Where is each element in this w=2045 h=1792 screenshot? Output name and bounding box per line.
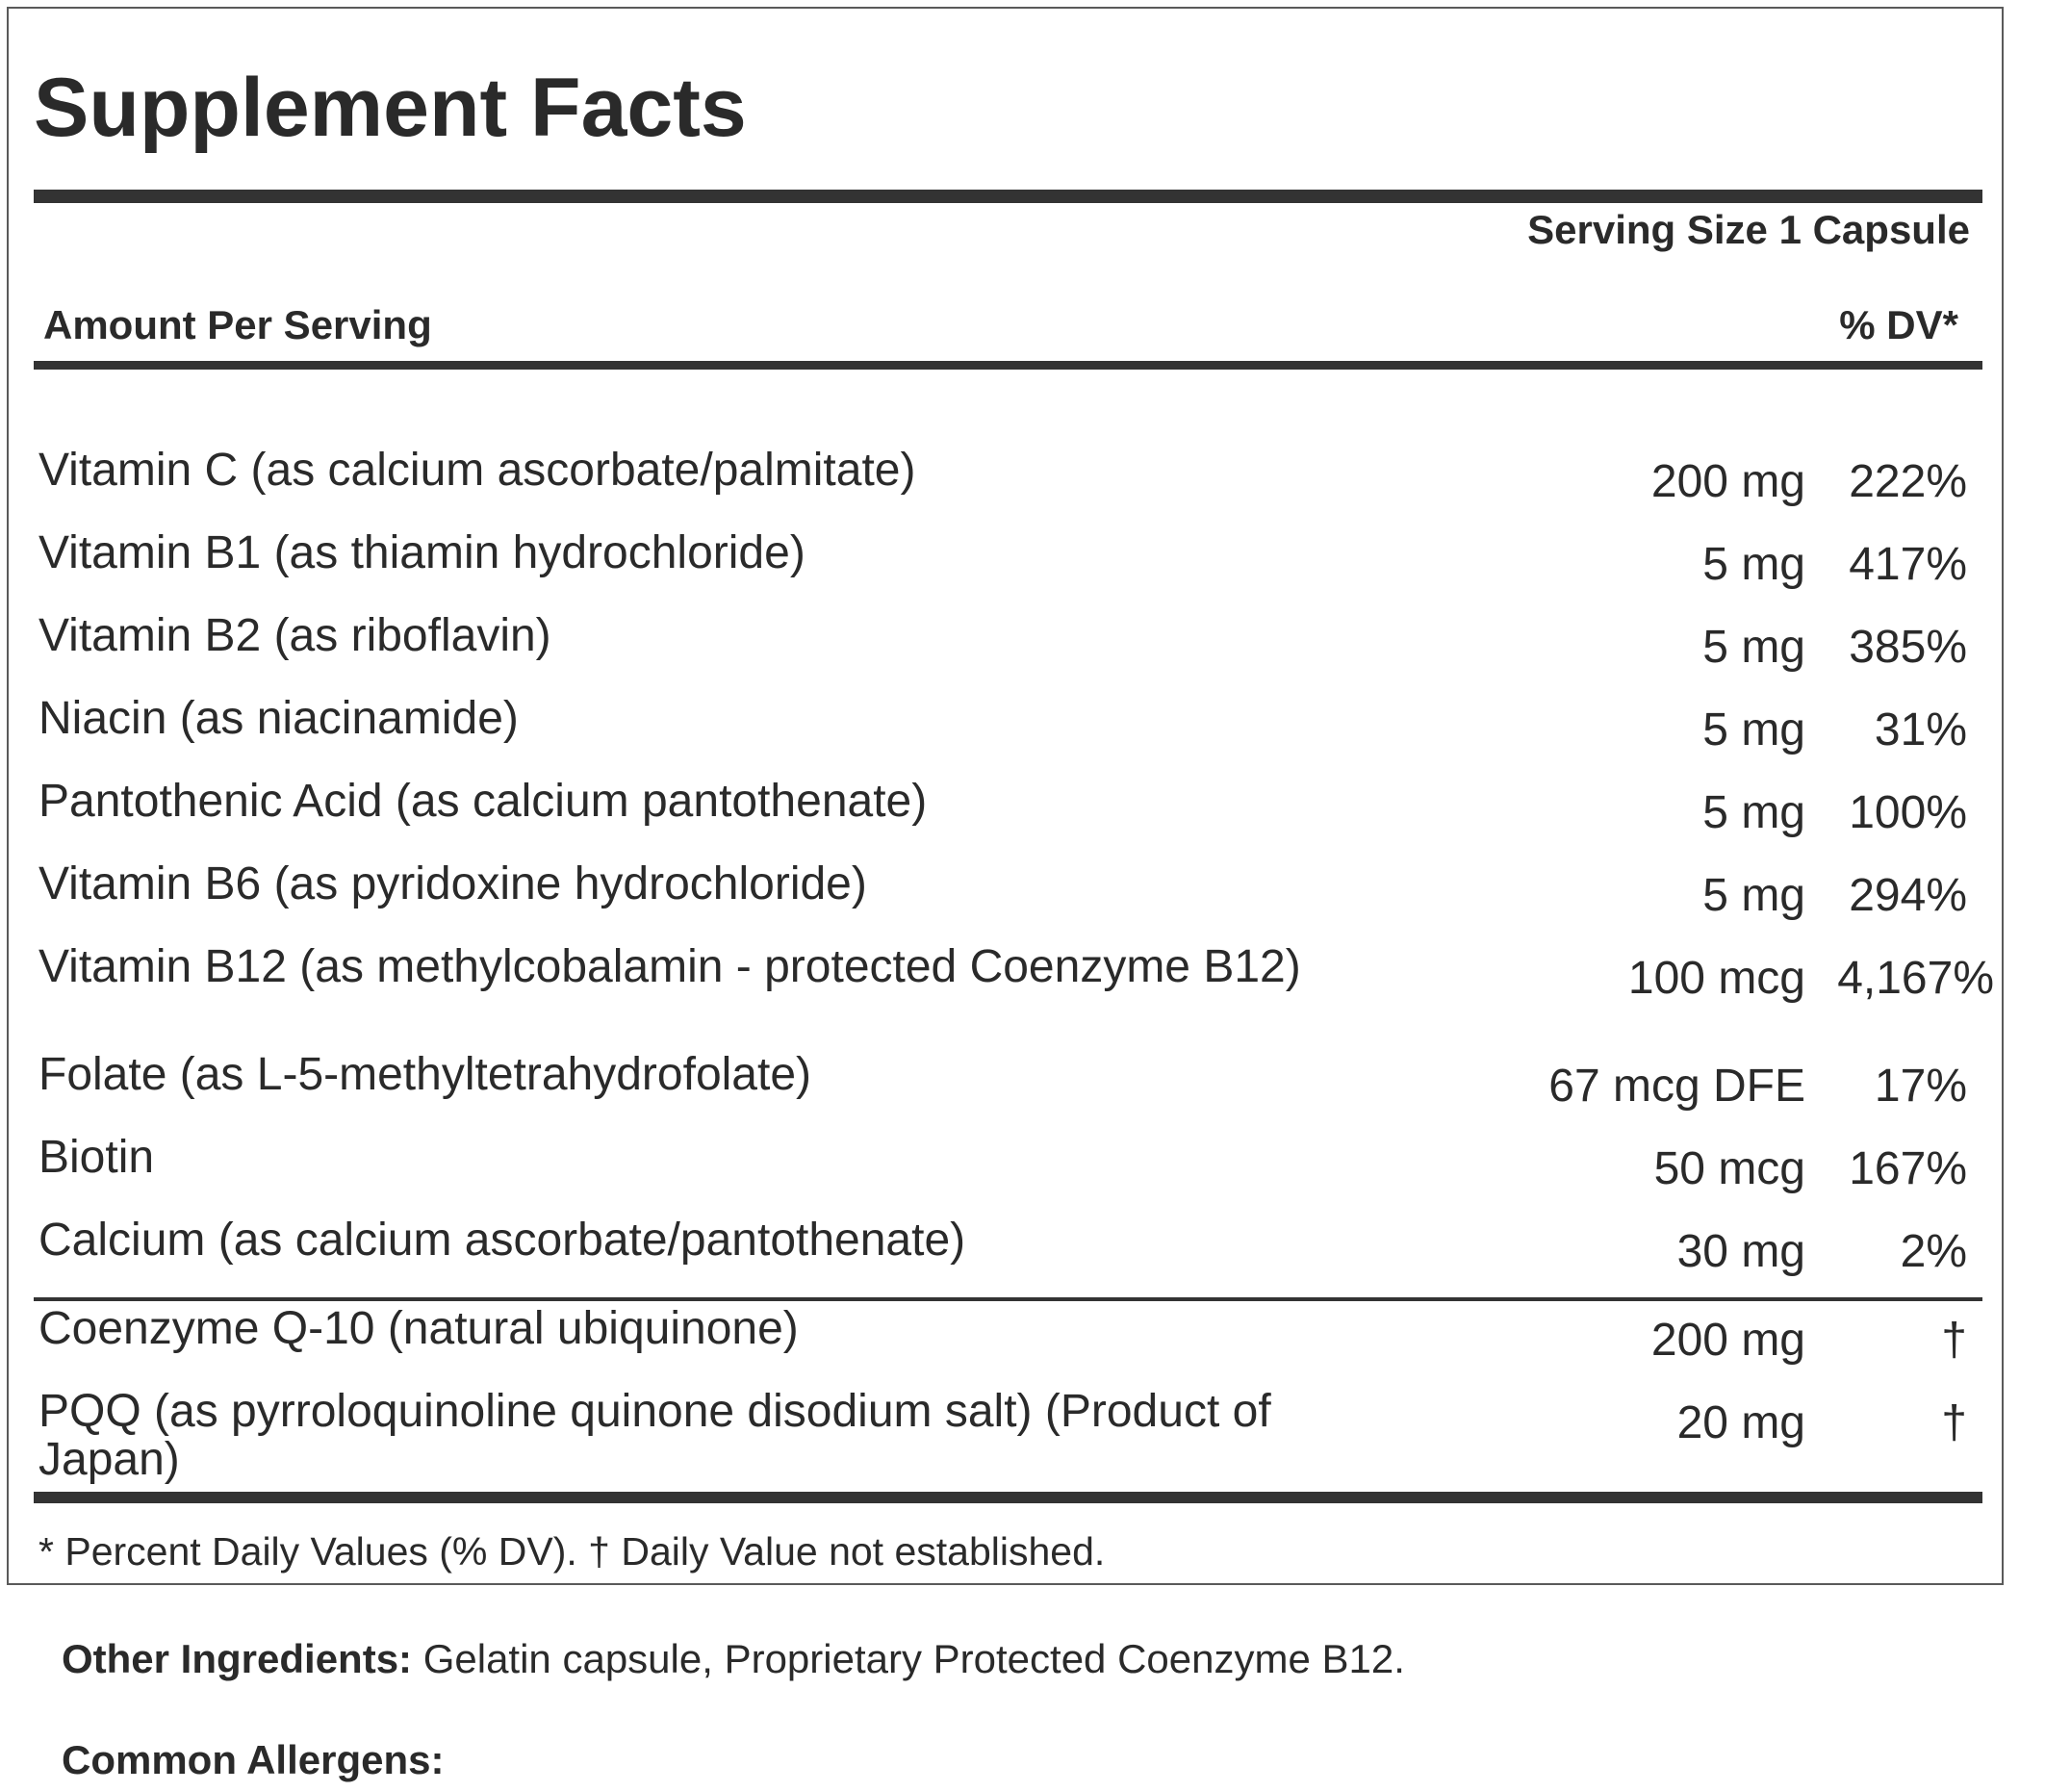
nutrient-dv: 2% <box>1900 1226 1967 1277</box>
nutrient-row: Biotin 50 mcg 167% <box>9 1134 2006 1215</box>
nutrient-dv: † <box>1941 1397 1967 1448</box>
nutrient-amount: 5 mg <box>1702 704 1805 755</box>
nutrient-dv: † <box>1941 1315 1967 1366</box>
nutrient-dv: 222% <box>1849 456 1967 507</box>
other-ingredients: Other Ingredients: Gelatin capsule, Prop… <box>62 1636 1405 1682</box>
nutrient-amount: 67 mcg DFE <box>1548 1061 1805 1112</box>
nutrient-name: Vitamin B1 (as thiamin hydrochloride) <box>38 527 805 578</box>
nutrient-amount: 100 mcg <box>1627 953 1805 1004</box>
other-ingredients-text: Gelatin capsule, Proprietary Protected C… <box>412 1636 1405 1681</box>
nutrient-amount: 5 mg <box>1702 539 1805 590</box>
nutrient-dv: 31% <box>1874 704 1967 755</box>
nutrient-amount: 5 mg <box>1702 787 1805 838</box>
header-divider <box>34 361 1982 370</box>
nutrient-name: Vitamin C (as calcium ascorbate/palmitat… <box>38 445 916 496</box>
nutrient-row: Niacin (as niacinamide) 5 mg 31% <box>9 695 2006 776</box>
nutrient-dv: 417% <box>1849 539 1967 590</box>
nutrient-name: PQQ (as pyrroloquinoline quinone disodiu… <box>38 1386 1271 1485</box>
section-divider <box>34 1297 1982 1301</box>
nutrient-amount: 200 mg <box>1650 1315 1805 1366</box>
nutrient-row: Vitamin B6 (as pyridoxine hydrochloride)… <box>9 860 2006 941</box>
nutrient-row: Vitamin B2 (as riboflavin) 5 mg 385% <box>9 612 2006 693</box>
nutrient-amount: 5 mg <box>1702 622 1805 673</box>
nutrient-row: Vitamin B12 (as methylcobalamin - protec… <box>9 943 2006 1024</box>
nutrient-dv: 294% <box>1849 870 1967 921</box>
nutrient-dv: 167% <box>1849 1143 1967 1194</box>
top-divider <box>34 190 1982 203</box>
nutrient-row: Pantothenic Acid (as calcium pantothenat… <box>9 778 2006 858</box>
nutrient-row: Vitamin B1 (as thiamin hydrochloride) 5 … <box>9 529 2006 610</box>
nutrient-amount: 5 mg <box>1702 870 1805 921</box>
nutrient-name: Pantothenic Acid (as calcium pantothenat… <box>38 776 928 827</box>
nutrient-name: Folate (as L-5-methyltetrahydrofolate) <box>38 1049 812 1100</box>
amount-per-serving-header: Amount Per Serving <box>43 302 432 347</box>
nutrient-name: Biotin <box>38 1132 155 1183</box>
nutrient-dv: 385% <box>1849 622 1967 673</box>
nutrient-name: Coenzyme Q-10 (natural ubiquinone) <box>38 1303 799 1354</box>
nutrient-dv: 17% <box>1874 1061 1967 1112</box>
nutrient-row: Vitamin C (as calcium ascorbate/palmitat… <box>9 447 2006 527</box>
nutrient-name: Niacin (as niacinamide) <box>38 693 519 744</box>
nutrient-amount: 20 mg <box>1676 1397 1805 1448</box>
other-nutrient-row: Coenzyme Q-10 (natural ubiquinone) 200 m… <box>9 1305 2006 1386</box>
nutrient-dv: 4,167% <box>1837 953 1994 1004</box>
nutrient-name: Vitamin B12 (as methylcobalamin - protec… <box>38 941 1301 992</box>
supplement-facts-panel: Supplement Facts Serving Size 1 Capsule … <box>7 7 2004 1585</box>
dv-footnote: * Percent Daily Values (% DV). † Daily V… <box>38 1529 1106 1574</box>
common-allergens-label: Common Allergens: <box>62 1737 445 1782</box>
nutrient-amount: 30 mg <box>1676 1226 1805 1277</box>
nutrient-amount: 50 mcg <box>1653 1143 1805 1194</box>
other-nutrient-row: PQQ (as pyrroloquinoline quinone disodiu… <box>9 1388 2006 1484</box>
serving-size: Serving Size 1 Capsule <box>1527 207 1970 252</box>
nutrient-row: Calcium (as calcium ascorbate/pantothena… <box>9 1216 2006 1297</box>
other-ingredients-label: Other Ingredients: <box>62 1636 413 1681</box>
nutrient-name: Vitamin B2 (as riboflavin) <box>38 610 551 661</box>
nutrient-name: Vitamin B6 (as pyridoxine hydrochloride) <box>38 858 867 909</box>
nutrient-amount: 200 mg <box>1650 456 1805 507</box>
common-allergens: Common Allergens: <box>62 1737 444 1783</box>
nutrient-name: Calcium (as calcium ascorbate/pantothena… <box>38 1215 966 1266</box>
nutrient-row: Folate (as L-5-methyltetrahydrofolate) 6… <box>9 1051 2006 1132</box>
nutrient-dv: 100% <box>1849 787 1967 838</box>
bottom-divider <box>34 1492 1982 1503</box>
dv-column-header: % DV* <box>1839 302 1958 347</box>
panel-title: Supplement Facts <box>34 62 747 154</box>
